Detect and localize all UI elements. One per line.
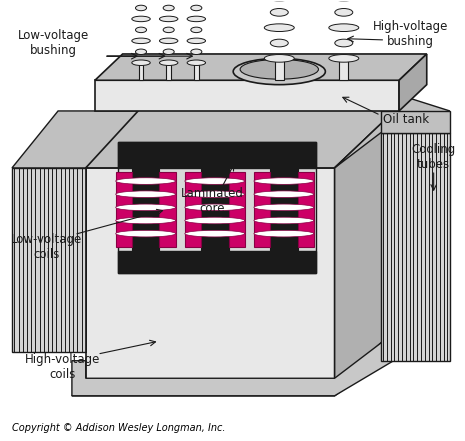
Polygon shape [381,111,450,133]
Polygon shape [118,142,316,273]
Ellipse shape [329,24,359,31]
Ellipse shape [335,8,353,16]
Text: Copyright © Addison Wesley Longman, Inc.: Copyright © Addison Wesley Longman, Inc. [12,423,226,433]
Ellipse shape [187,60,206,65]
Ellipse shape [116,230,176,237]
Polygon shape [298,172,314,247]
Ellipse shape [159,16,178,22]
Ellipse shape [159,60,178,65]
Polygon shape [12,111,150,168]
Polygon shape [116,172,132,247]
Ellipse shape [187,16,206,22]
Polygon shape [254,172,270,247]
Polygon shape [86,168,335,387]
Polygon shape [270,168,298,251]
Ellipse shape [132,16,150,22]
Text: High-voltage
coils: High-voltage coils [25,353,100,381]
Polygon shape [275,58,284,80]
Text: Low-voltage
bushing: Low-voltage bushing [18,29,89,57]
Polygon shape [132,168,159,251]
Ellipse shape [185,230,245,237]
Ellipse shape [132,38,150,44]
Ellipse shape [264,55,294,62]
Ellipse shape [116,191,176,198]
Ellipse shape [159,38,178,44]
Ellipse shape [254,217,314,224]
Polygon shape [381,133,450,361]
Ellipse shape [254,178,314,184]
Ellipse shape [187,38,206,44]
Ellipse shape [163,5,174,11]
Polygon shape [408,98,450,361]
Polygon shape [118,142,316,168]
Ellipse shape [254,191,314,198]
Polygon shape [118,251,316,273]
Text: Cooling
tubes: Cooling tubes [412,143,456,171]
Ellipse shape [329,55,359,62]
Ellipse shape [191,5,202,11]
Polygon shape [72,343,408,396]
Ellipse shape [185,191,245,198]
Ellipse shape [116,217,176,224]
Polygon shape [335,98,408,387]
Ellipse shape [132,60,150,65]
Polygon shape [194,63,199,80]
Polygon shape [95,54,427,80]
Ellipse shape [135,49,146,55]
Ellipse shape [329,0,359,1]
Polygon shape [72,343,408,396]
Polygon shape [339,58,348,80]
Polygon shape [185,172,201,247]
Ellipse shape [191,49,202,55]
Ellipse shape [185,217,245,224]
Polygon shape [159,172,176,247]
Polygon shape [229,172,245,247]
Text: Low-voltage
coils: Low-voltage coils [11,233,82,261]
Ellipse shape [135,27,146,33]
Ellipse shape [254,230,314,237]
Ellipse shape [335,39,353,47]
Polygon shape [86,98,408,168]
Text: Laminated
core: Laminated core [181,187,244,215]
Ellipse shape [191,27,202,33]
Polygon shape [201,168,229,251]
Ellipse shape [116,178,176,184]
Ellipse shape [135,5,146,11]
Ellipse shape [233,58,326,85]
Ellipse shape [270,8,288,16]
Ellipse shape [185,204,245,211]
Polygon shape [139,63,143,80]
Ellipse shape [254,204,314,211]
Polygon shape [335,98,450,168]
Polygon shape [166,63,171,80]
Text: Oil tank: Oil tank [383,113,429,126]
Ellipse shape [270,39,288,47]
Ellipse shape [163,49,174,55]
Polygon shape [399,54,427,111]
Ellipse shape [264,0,294,1]
Ellipse shape [240,60,319,79]
Ellipse shape [264,24,294,31]
Ellipse shape [163,27,174,33]
Ellipse shape [116,204,176,211]
Polygon shape [12,168,86,352]
Polygon shape [95,80,399,111]
Ellipse shape [185,178,245,184]
Text: High-voltage
bushing: High-voltage bushing [373,20,448,48]
